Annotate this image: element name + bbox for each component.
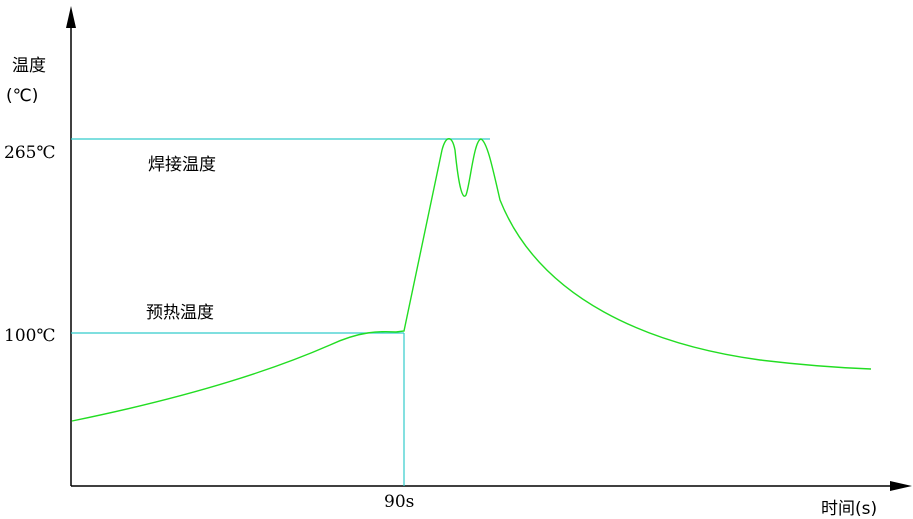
x-axis-label: 时间(s): [821, 499, 877, 519]
y-axis-label-line1: 温度: [12, 56, 46, 76]
y-tick-label-265: 265℃: [4, 143, 55, 163]
preheat-temp-annotation: 预热温度: [146, 303, 214, 323]
temperature-curve: [71, 138, 872, 422]
y-tick-label-100: 100℃: [4, 326, 55, 346]
x-axis-arrow: [890, 481, 912, 491]
y-axis-label-line2: (℃): [6, 86, 38, 106]
x-tick-label-90s: 90s: [384, 492, 414, 512]
y-axis-arrow: [66, 6, 76, 28]
weld-temp-annotation: 焊接温度: [148, 155, 216, 175]
